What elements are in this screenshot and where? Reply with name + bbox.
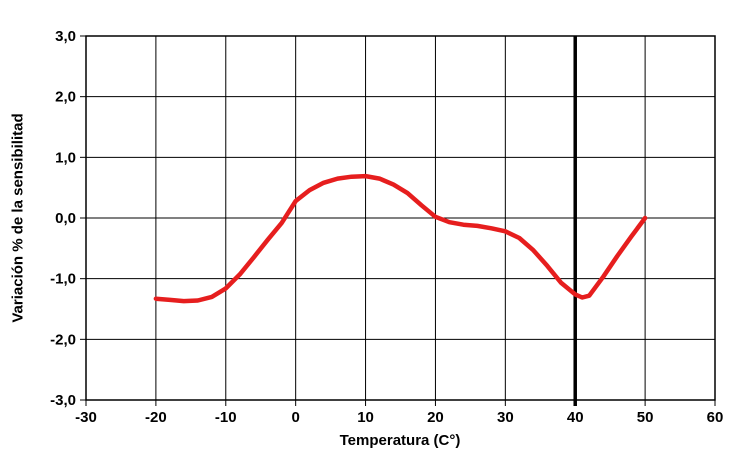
x-tick-label: 10 [357, 409, 374, 426]
x-axis-title: Temperatura (C°) [339, 432, 461, 449]
x-tick-label: 60 [707, 409, 724, 426]
x-tick-label: 0 [291, 409, 299, 426]
x-tick-label: 30 [497, 409, 514, 426]
data-curve [153, 173, 648, 304]
y-tick-label: 0,0 [55, 210, 76, 227]
plot-border [85, 35, 716, 401]
x-tick-label: -20 [145, 409, 167, 426]
y-axis-title: Variación % de la sensibilitad [9, 113, 27, 323]
y-tick-label: 1,0 [55, 149, 76, 166]
x-tick-label: 20 [427, 409, 444, 426]
y-tick-label: 3,0 [55, 28, 76, 45]
x-tick-label: 50 [637, 409, 654, 426]
x-tick-label: 40 [567, 409, 584, 426]
y-tick-label: -2,0 [50, 331, 76, 348]
y-tick-label: 2,0 [55, 89, 76, 106]
x-tick-label: -10 [215, 409, 237, 426]
y-tick-label: -3,0 [50, 392, 76, 409]
x-tick-label: -30 [75, 409, 97, 426]
y-tick-label: -1,0 [50, 271, 76, 288]
